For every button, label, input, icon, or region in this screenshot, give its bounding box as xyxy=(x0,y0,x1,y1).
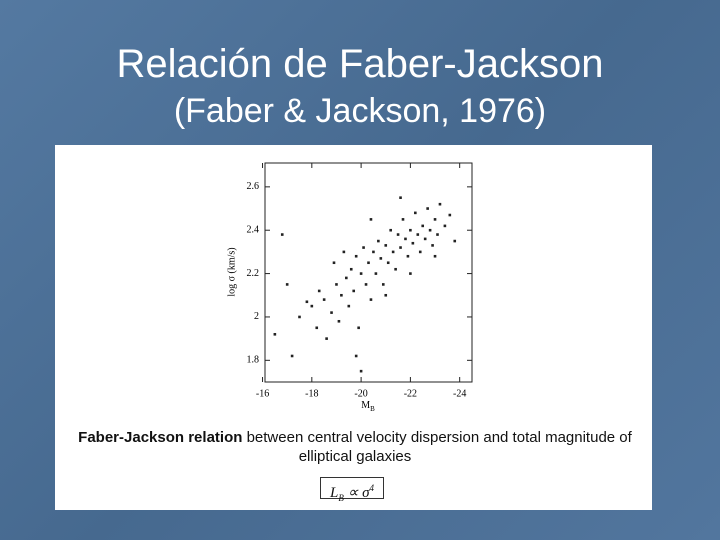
y-axis-label: log σ (km/s) xyxy=(226,247,237,296)
point xyxy=(421,224,425,228)
point xyxy=(315,326,319,330)
point xyxy=(418,250,422,254)
point xyxy=(426,207,429,210)
point xyxy=(337,319,341,323)
point xyxy=(406,254,410,258)
x-label-sub: B xyxy=(370,405,375,413)
caption-bold: Faber-Jackson relation xyxy=(78,429,243,446)
point xyxy=(280,233,284,236)
point xyxy=(359,272,363,275)
point xyxy=(310,304,314,308)
point xyxy=(379,257,383,260)
point xyxy=(305,300,309,304)
point xyxy=(354,354,358,358)
point xyxy=(384,293,388,297)
point xyxy=(359,369,363,373)
y-tick-label: 2.6 xyxy=(247,181,260,192)
point xyxy=(362,246,365,249)
caption: Faber-Jackson relation between central v… xyxy=(65,428,645,466)
y-tick-label: 2.4 xyxy=(247,225,260,236)
y-tick-label: 2 xyxy=(254,311,259,322)
formula-l: L xyxy=(330,485,339,501)
slide-subtitle: (Faber & Jackson, 1976) xyxy=(173,92,547,130)
point xyxy=(317,289,321,293)
point xyxy=(330,311,333,314)
point xyxy=(354,254,358,258)
point xyxy=(399,196,402,199)
point xyxy=(401,218,405,221)
point xyxy=(285,283,289,286)
x-tick-label: -20 xyxy=(354,388,367,399)
point xyxy=(352,289,356,293)
x-tick-label: -24 xyxy=(453,388,466,399)
point xyxy=(431,244,434,247)
point xyxy=(347,304,351,308)
point xyxy=(335,283,338,286)
point xyxy=(290,354,294,358)
point xyxy=(357,326,360,330)
point xyxy=(384,244,388,247)
point xyxy=(453,239,457,243)
point xyxy=(399,246,402,249)
point xyxy=(423,237,427,241)
formula: LB ∝ σ4 xyxy=(320,477,384,503)
point xyxy=(369,298,373,301)
point xyxy=(367,261,370,265)
point xyxy=(332,261,336,265)
x-tick-label: -16 xyxy=(256,388,269,399)
point xyxy=(414,211,417,215)
plot-frame xyxy=(264,162,473,383)
point xyxy=(389,228,392,232)
point xyxy=(386,261,390,265)
caption-text: between central velocity dispersion and … xyxy=(242,429,632,465)
x-label-main: M xyxy=(361,400,370,411)
point xyxy=(448,213,452,217)
point xyxy=(409,272,412,275)
point xyxy=(377,239,380,243)
point xyxy=(342,250,346,254)
point xyxy=(411,241,415,245)
formula-mid: ∝ σ xyxy=(343,485,370,501)
formula-sup: 4 xyxy=(369,483,374,493)
point xyxy=(322,298,326,301)
point xyxy=(273,332,277,336)
y-tick-label: 2.2 xyxy=(247,268,260,279)
point xyxy=(325,337,328,340)
point xyxy=(349,267,353,271)
point xyxy=(374,272,378,275)
point xyxy=(443,224,447,228)
x-axis-label: MB xyxy=(361,400,375,412)
point xyxy=(409,228,412,232)
formula-sub: B xyxy=(338,493,344,503)
point xyxy=(433,254,437,258)
point xyxy=(369,218,373,221)
point xyxy=(438,202,442,206)
point xyxy=(372,250,375,254)
panel xyxy=(55,145,652,510)
point xyxy=(391,250,395,254)
point xyxy=(394,267,397,271)
point xyxy=(404,237,407,241)
point xyxy=(416,233,420,236)
point xyxy=(436,233,439,236)
point xyxy=(298,315,301,319)
x-tick-label: -22 xyxy=(404,388,417,399)
point xyxy=(364,283,368,286)
point xyxy=(428,228,432,232)
point xyxy=(345,276,348,280)
point xyxy=(381,283,385,286)
x-tick-label: -18 xyxy=(305,388,318,399)
point xyxy=(340,293,343,297)
slide-title: Relación de Faber-Jackson xyxy=(116,42,604,86)
point xyxy=(433,218,437,221)
point xyxy=(396,233,400,236)
y-tick-label: 1.8 xyxy=(247,355,260,366)
